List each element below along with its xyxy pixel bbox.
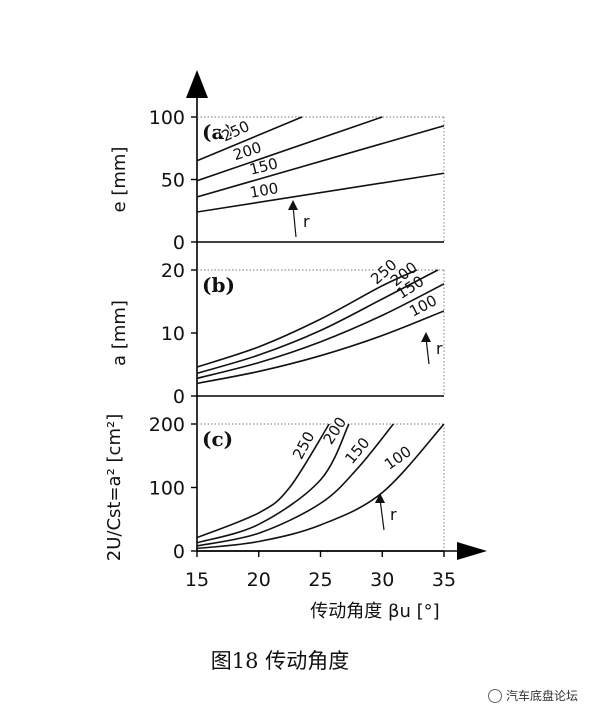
r-arrow-head [421, 332, 431, 342]
series-label-100: 100 [381, 442, 415, 473]
y-tick-label: 0 [173, 541, 185, 563]
series-line-250 [197, 116, 303, 162]
series-line-250 [197, 269, 418, 368]
y-tick-label: 200 [149, 414, 185, 436]
series-line-150 [197, 124, 444, 198]
y-axis-label: e [mm] [109, 147, 130, 213]
panel-label: (c) [202, 427, 233, 451]
series-line-150 [197, 423, 394, 547]
panel-c: 0 100 200 15 20 25 30 35 2U/Cst=a² [cm²] (c) 100 15… [104, 412, 456, 591]
figure-caption: 图18 传动角度 [210, 649, 350, 673]
y-tick-label: 100 [149, 478, 185, 500]
series-label-100: 100 [248, 179, 279, 202]
series-label-250: 250 [289, 429, 318, 463]
panel-label: (a) [202, 120, 234, 144]
x-tick-label: 20 [247, 569, 271, 591]
r-annotation-label: r [390, 505, 397, 524]
series-line-100 [197, 423, 444, 550]
y-axis-label: a [mm] [109, 300, 130, 366]
y-tick-label: 10 [161, 323, 185, 345]
r-arrow-head [288, 200, 298, 210]
wechat-logo-icon [488, 688, 502, 703]
series-line-100 [197, 310, 444, 385]
x-tick-label: 30 [370, 569, 394, 591]
series-line-200 [197, 116, 383, 182]
x-tick-label: 35 [432, 569, 456, 591]
r-arrow-shaft [425, 337, 430, 365]
y-tick-label: 100 [149, 107, 185, 129]
series-label-150: 150 [341, 434, 373, 468]
r-arrow-shaft [379, 498, 385, 531]
series-line-150 [197, 283, 444, 380]
y-tick-label: 20 [161, 260, 185, 282]
x-tick-label: 15 [185, 569, 209, 591]
watermark: 汽车底盘论坛 [488, 687, 578, 704]
y-axis-label: 2U/Cst=a² [cm²] [104, 414, 125, 561]
y-tick-label: 0 [173, 386, 185, 408]
panel-label: (b) [202, 273, 235, 297]
r-annotation-label: r [303, 212, 310, 231]
series-line-100 [197, 172, 444, 213]
watermark-text: 汽车底盘论坛 [506, 689, 579, 703]
r-arrow-head [375, 493, 385, 503]
series-line-250 [197, 423, 330, 539]
x-axis-label: 传动角度 βu [°] [310, 601, 439, 622]
r-annotation-label: r [436, 339, 443, 358]
x-axis-arrowhead [457, 542, 487, 560]
series-line-200 [197, 423, 350, 544]
y-tick-label: 0 [173, 232, 185, 254]
y-axis-arrowhead [186, 70, 208, 98]
x-tick-label: 25 [308, 569, 332, 591]
r-arrow-shaft [292, 205, 297, 238]
y-tick-label: 50 [161, 170, 185, 192]
series-line-200 [197, 269, 439, 375]
